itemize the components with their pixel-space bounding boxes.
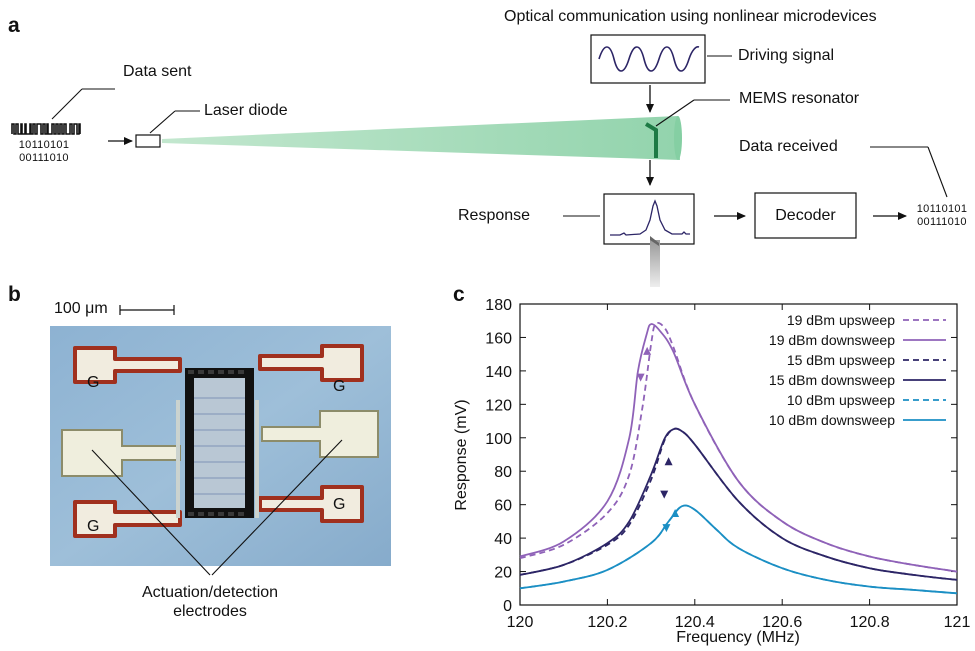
x-tick-label: 120.4 (675, 614, 715, 631)
x-ticks: 120 120.2 120.4 120.6 120.8 121 (507, 304, 971, 631)
series-line-3 (519, 427, 958, 581)
panel-a-letter: a (8, 14, 20, 37)
bits-received-line-1: 10110101 (916, 203, 968, 215)
decoder-label: Decoder (775, 207, 836, 224)
g-label-bottom-right: G (333, 496, 346, 513)
response-label: Response (458, 207, 531, 224)
bits-received: 10110101 00111010 (912, 203, 972, 229)
data-received-label: Data received (739, 138, 838, 155)
arrow-19-up (643, 346, 652, 355)
ground-pad-bottom-right (258, 485, 364, 523)
series-lines (519, 322, 958, 595)
series-line-5 (519, 504, 958, 595)
caption-leader-right (211, 439, 343, 576)
laser-diode-label: Laser diode (204, 102, 288, 119)
g-label-top-left: G (87, 374, 100, 391)
legend-label-4: 10 dBm upsweep (787, 392, 895, 408)
micrograph (50, 305, 391, 576)
y-tick-label: 40 (494, 531, 512, 548)
y-tick-label: 20 (494, 565, 512, 582)
sweep-arrows (636, 346, 680, 533)
series-line-4 (519, 504, 958, 595)
legend-label-5: 10 dBm downsweep (769, 412, 895, 428)
scale-bar-label: 100 μm (54, 300, 108, 317)
y-axis-label: Response (mV) (453, 399, 470, 510)
arrow-19-down (636, 373, 645, 382)
x-tick-label: 120.8 (850, 614, 890, 631)
arrow-10-up (671, 509, 680, 518)
x-tick-label: 120.6 (762, 614, 802, 631)
legend-label-0: 19 dBm upsweep (787, 312, 895, 328)
x-tick-label: 120.2 (587, 614, 627, 631)
response-box (603, 193, 695, 245)
arrow-15-down (660, 490, 669, 499)
bits-sent: 10110101 00111010 (14, 139, 74, 165)
legend-label-1: 19 dBm downsweep (769, 332, 895, 348)
mems-leader (655, 99, 695, 127)
data-sent-label: Data sent (123, 63, 192, 80)
y-tick-label: 140 (485, 364, 512, 381)
y-tick-label: 0 (503, 598, 512, 615)
decoder-box (754, 192, 857, 239)
electrode-caption: Actuation/detection electrodes (130, 583, 290, 621)
driving-signal-box (590, 34, 706, 84)
panel-c-letter: c (453, 283, 465, 306)
legend-label-3: 15 dBm downsweep (769, 372, 895, 388)
ground-pad-top-left (73, 346, 182, 384)
plot-frame (519, 303, 958, 606)
ground-pad-bottom-left (73, 500, 182, 538)
panel-a-diagram (11, 34, 948, 287)
bits-sent-line-1: 10110101 (18, 139, 70, 151)
electrode-right (261, 410, 379, 458)
x-tick-label: 120 (507, 614, 534, 631)
x-tick-label: 121 (944, 614, 971, 631)
y-tick-label: 80 (494, 464, 512, 481)
y-ticks: 0 20 40 60 80 100 120 140 160 180 (485, 297, 957, 615)
electrode-caption-line-2: electrodes (173, 603, 247, 620)
electrode-caption-line-1: Actuation/detection (141, 584, 279, 601)
series-line-2 (519, 427, 958, 581)
laser-beam (162, 116, 680, 160)
y-tick-label: 60 (494, 498, 512, 515)
series-line-0 (519, 322, 958, 573)
panel-b-letter: b (8, 283, 21, 306)
caption-leader-left (91, 449, 211, 576)
mems-resonator (644, 122, 658, 158)
g-label-bottom-left: G (87, 518, 100, 535)
data-sent-leader (51, 88, 83, 120)
legend: 19 dBm upsweep 19 dBm downsweep 15 dBm ups… (769, 312, 946, 428)
laser-leader (149, 110, 176, 134)
driving-sine (598, 46, 700, 72)
y-tick-label: 160 (485, 330, 512, 347)
arrow-15-up (664, 457, 673, 466)
resonator-membrane (194, 378, 245, 508)
ground-pad-top-right (258, 344, 364, 382)
g-label-top-right: G (333, 378, 346, 395)
bits-sent-line-2: 00111010 (19, 152, 69, 164)
bits-received-line-2: 00111010 (917, 216, 967, 228)
series-line-1 (519, 323, 958, 573)
driving-signal-label: Driving signal (738, 47, 835, 64)
y-tick-label: 120 (485, 397, 512, 414)
x-axis-label: Frequency (MHz) (676, 629, 800, 646)
y-tick-label: 180 (485, 297, 512, 314)
panel-a-title: Optical communication using nonlinear mi… (504, 8, 877, 25)
y-tick-label: 100 (485, 431, 512, 448)
legend-label-2: 15 dBm upsweep (787, 352, 895, 368)
response-peak (610, 199, 690, 236)
mems-label: MEMS resonator (739, 90, 860, 107)
laser-diode-box (135, 134, 161, 148)
arrow-10-down (662, 524, 671, 533)
data-sent-waveform (11, 123, 81, 135)
